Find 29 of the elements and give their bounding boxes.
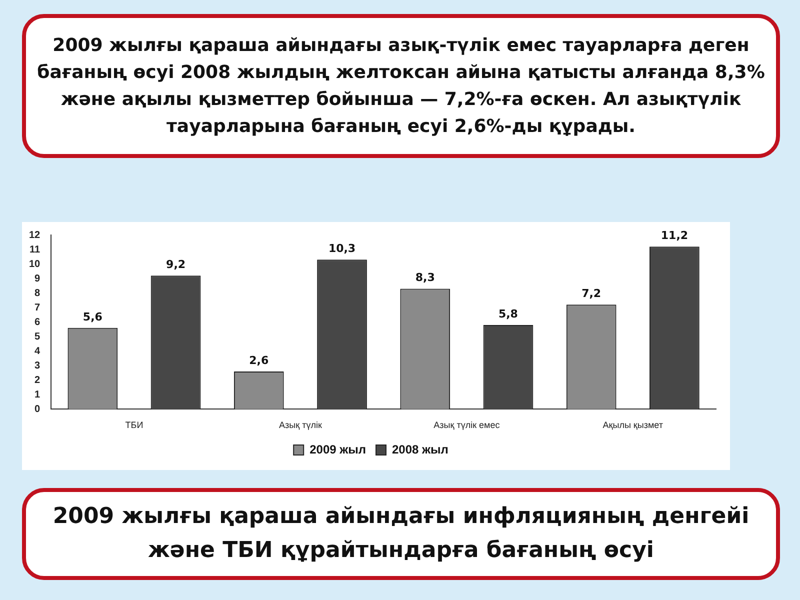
legend-label: 2009 жыл — [310, 442, 366, 456]
x-tick-label: Азық түлік емес — [434, 420, 500, 430]
legend-label: 2008 жыл — [392, 442, 448, 456]
data-label: 8,3 — [415, 271, 435, 284]
text: 2009 жылғы қараша айындағы инфляцияның денгейі және ТБИ құрайтындарға бағаның өсуі — [22, 488, 780, 580]
data-label: 11,2 — [660, 228, 688, 242]
x-tick-label: ТБИ — [125, 420, 144, 430]
y-tick-label: 7 — [34, 302, 41, 314]
y-tick-label: 11 — [30, 244, 41, 256]
y-tick-label: 5 — [34, 331, 41, 342]
data-label: 7,2 — [582, 287, 602, 300]
y-tick-label: 8 — [34, 288, 41, 299]
data-label: 5,6 — [82, 310, 103, 324]
y-tick-label: 0 — [34, 404, 41, 415]
x-tick-label: Ақылы қызмет — [602, 420, 663, 430]
data-label: 2,6 — [249, 354, 269, 367]
data-label: 9,2 — [166, 258, 186, 272]
y-tick-label: 4 — [34, 346, 41, 357]
y-tick-label: 3 — [34, 360, 41, 372]
y-tick-label: 12 — [29, 230, 41, 241]
y-tick-label: 10 — [29, 258, 41, 270]
y-tick-label: 6 — [34, 316, 41, 328]
text: 2009 жылғы қараша айындағы азық-түлік емес тауарларға деген бағаның өсуі 2008 жылдың желтоксан айына қатысты алғанда 8,3% және ақылы қызметтер бойынша — 7,2%-ға өскен. Ал азықтүлік тауарларына бағаның есуі 2,6%-ды құрады. — [36, 34, 766, 139]
y-tick-label: 1 — [34, 389, 41, 400]
y-tick-label: 2 — [34, 374, 41, 386]
x-tick-label: Азық түлік — [279, 420, 322, 430]
data-label: 10,3 — [328, 242, 356, 256]
y-tick-label: 9 — [34, 273, 41, 284]
data-label: 5,8 — [498, 307, 518, 320]
